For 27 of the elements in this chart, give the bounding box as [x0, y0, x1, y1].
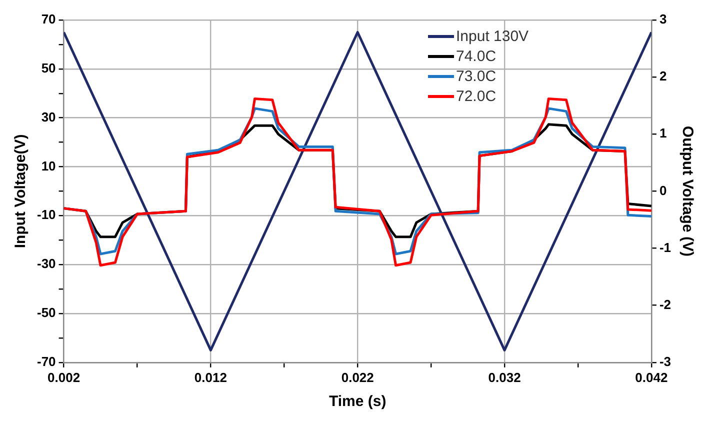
y2-tick-label: 2 — [659, 68, 667, 84]
y2-tick-label: 3 — [659, 12, 667, 27]
y2-axis-title: Output Voltage (V) — [678, 126, 696, 256]
y-tick-label: 30 — [41, 109, 56, 124]
y-tick-label: -30 — [36, 256, 56, 272]
y2-tick-label: -1 — [659, 240, 672, 255]
y-tick-label: 10 — [41, 158, 56, 174]
x-axis-title: Time (s) — [328, 393, 386, 410]
legend-label: 73.0C — [456, 68, 496, 84]
y2-tick-label: 0 — [659, 182, 667, 198]
y-tick-label: 70 — [41, 12, 56, 27]
y2-tick-label: 1 — [659, 126, 667, 141]
y-axis-title: Input Voltage(V) — [12, 134, 30, 248]
legend-label: 74.0C — [456, 48, 496, 64]
legend-label: 72.0C — [456, 88, 496, 104]
x-tick-label: 0.042 — [635, 370, 668, 385]
x-tick-label: 0.002 — [48, 370, 80, 385]
y-tick-label: 50 — [41, 60, 56, 76]
y2-tick-label: -3 — [659, 354, 672, 369]
x-tick-label: 0.012 — [194, 370, 227, 385]
y-tick-label: -10 — [36, 207, 56, 222]
y2-tick-label: -2 — [659, 296, 672, 312]
y-tick-label: -50 — [36, 305, 56, 320]
legend-label: Input 130V — [456, 28, 529, 44]
x-tick-label: 0.022 — [341, 370, 374, 385]
x-tick-label: 0.032 — [488, 370, 521, 385]
y-tick-label: -70 — [36, 354, 56, 369]
